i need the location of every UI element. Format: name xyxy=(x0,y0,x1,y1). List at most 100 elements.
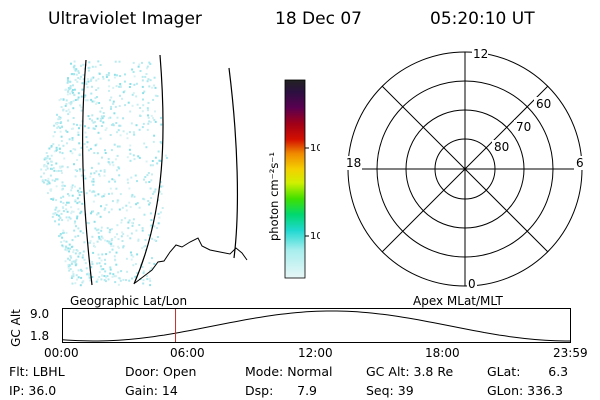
speckle xyxy=(146,278,149,281)
speckle xyxy=(77,234,80,237)
speckle xyxy=(77,191,80,194)
speckle xyxy=(153,262,156,265)
speckle xyxy=(102,77,105,80)
speckle xyxy=(69,255,72,258)
speckle xyxy=(107,192,110,195)
speckle xyxy=(45,152,48,154)
speckle xyxy=(129,237,132,240)
speckle xyxy=(149,269,152,272)
speckle xyxy=(149,284,152,287)
speckle xyxy=(67,89,70,92)
speckle xyxy=(130,254,133,257)
speckle xyxy=(100,205,102,208)
speckle xyxy=(106,275,109,278)
speckle xyxy=(64,248,67,251)
speckle xyxy=(116,131,118,134)
speckle xyxy=(95,229,98,232)
speckle xyxy=(122,117,125,120)
speckle xyxy=(74,185,76,188)
speckle xyxy=(71,152,74,155)
speckle xyxy=(57,210,59,213)
speckle xyxy=(121,97,124,100)
speckle xyxy=(84,80,87,83)
speckle xyxy=(80,191,83,193)
speckle xyxy=(118,277,121,280)
speckle xyxy=(99,137,102,140)
speckle xyxy=(120,221,123,224)
speckle xyxy=(86,141,89,144)
speckle xyxy=(109,187,112,190)
speckle xyxy=(84,99,87,102)
speckle xyxy=(61,181,64,184)
speckle xyxy=(90,98,93,101)
speckle xyxy=(74,220,77,223)
speckle xyxy=(102,268,105,271)
speckle xyxy=(148,181,151,183)
speckle xyxy=(68,259,71,262)
speckle xyxy=(62,202,65,204)
speckle xyxy=(105,203,108,206)
speckle xyxy=(90,266,93,269)
speckle xyxy=(63,157,66,160)
speckle xyxy=(81,256,84,259)
speckle xyxy=(103,174,106,177)
speckle xyxy=(151,237,154,240)
speckle xyxy=(68,111,71,114)
speckle xyxy=(40,168,43,171)
speckle xyxy=(69,103,72,106)
speckle xyxy=(76,98,79,101)
speckle xyxy=(115,122,118,124)
speckle xyxy=(72,123,75,126)
speckle xyxy=(129,159,132,162)
speckle xyxy=(126,132,129,135)
speckle xyxy=(68,250,70,253)
speckle xyxy=(153,118,156,121)
speckle xyxy=(75,278,78,281)
speckle xyxy=(109,268,112,271)
speckle xyxy=(59,151,61,154)
speckle xyxy=(151,160,154,162)
speckle xyxy=(79,124,82,127)
speckle xyxy=(141,79,144,82)
speckle xyxy=(49,160,52,163)
speckle xyxy=(62,229,65,232)
lat-label-60: 60 xyxy=(536,97,551,111)
speckle xyxy=(141,61,143,64)
x-tick-1800: 18:00 xyxy=(425,346,460,360)
speckle xyxy=(70,212,73,215)
speckle xyxy=(77,208,80,211)
speckle xyxy=(126,156,129,159)
speckle xyxy=(136,103,139,106)
speckle xyxy=(64,104,67,107)
speckle xyxy=(98,276,101,278)
speckle xyxy=(130,258,133,261)
speckle xyxy=(71,184,74,187)
speckle xyxy=(130,195,133,198)
x-tick-2359: 23:59 xyxy=(553,346,588,360)
speckle xyxy=(89,241,92,244)
speckle xyxy=(132,218,135,221)
speckle xyxy=(68,194,71,197)
speckle xyxy=(82,254,84,257)
speckle xyxy=(112,102,115,105)
speckle xyxy=(148,234,151,237)
instrument-title: Ultraviolet Imager xyxy=(48,9,202,29)
speckle xyxy=(154,86,157,89)
speckle xyxy=(82,63,85,66)
speckle xyxy=(91,235,94,238)
speckle xyxy=(89,239,92,242)
speckle xyxy=(158,216,161,219)
speckle xyxy=(70,62,72,65)
speckle xyxy=(116,116,119,119)
speckle xyxy=(70,261,73,264)
speckle xyxy=(53,213,56,216)
speckle xyxy=(141,229,144,232)
speckle xyxy=(80,95,83,98)
speckle xyxy=(160,185,163,188)
speckle xyxy=(164,154,167,157)
speckle xyxy=(65,240,68,243)
speckle xyxy=(108,85,111,88)
speckle xyxy=(110,208,113,211)
speckle xyxy=(110,107,112,110)
speckle xyxy=(70,277,73,279)
